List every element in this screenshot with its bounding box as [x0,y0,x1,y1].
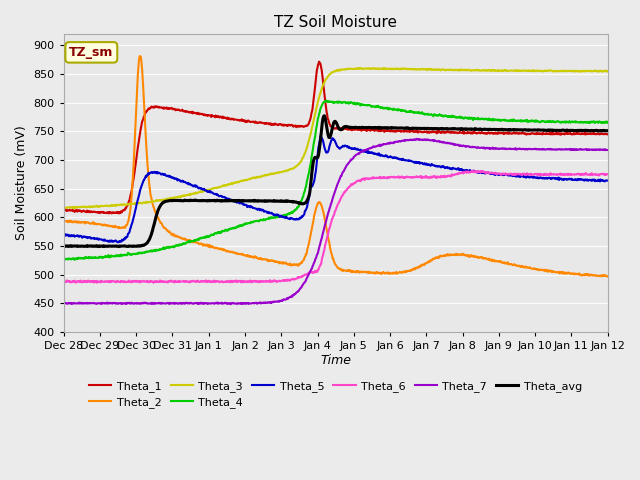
Line: Theta_avg: Theta_avg [64,116,607,247]
Text: TZ_sm: TZ_sm [69,46,113,59]
Theta_5 [116,238,124,244]
Theta_5 [317,133,324,139]
Theta_7 [413,136,420,142]
Theta_2 [494,259,502,264]
Theta_4 [71,257,79,263]
Theta_6 [150,280,157,286]
Theta_7 [604,147,611,153]
Theta_3 [604,68,611,74]
Theta_6 [485,170,493,176]
Theta_6 [60,278,68,284]
Theta_6 [300,273,308,278]
Line: Theta_5: Theta_5 [64,136,607,242]
Theta_2 [136,53,144,59]
Legend: Theta_1, Theta_2, Theta_3, Theta_4, Theta_5, Theta_6, Theta_7, Theta_avg: Theta_1, Theta_2, Theta_3, Theta_4, Thet… [84,376,586,412]
Theta_5 [485,170,493,176]
Theta_5 [495,172,502,178]
Theta_7 [280,297,288,302]
Theta_4 [323,97,330,103]
Theta_6 [468,168,476,174]
Theta_avg [300,201,308,206]
Theta_6 [280,277,288,283]
Theta_1 [60,207,68,213]
Theta_6 [115,279,123,285]
Theta_7 [60,300,68,306]
Theta_2 [434,255,442,261]
X-axis label: Time: Time [320,354,351,367]
Title: TZ Soil Moisture: TZ Soil Moisture [274,15,397,30]
Theta_7 [227,301,235,307]
Theta_3 [495,68,502,73]
Theta_3 [60,205,68,211]
Theta_5 [280,214,288,220]
Theta_avg [321,113,328,119]
Theta_1 [604,131,611,137]
Theta_avg [435,126,442,132]
Line: Theta_7: Theta_7 [64,139,607,304]
Theta_4 [60,255,68,261]
Theta_4 [435,113,442,119]
Theta_1 [435,129,442,135]
Theta_avg [115,244,122,250]
Theta_4 [300,191,308,196]
Theta_3 [70,205,77,211]
Line: Theta_6: Theta_6 [64,171,607,283]
Theta_1 [300,124,308,130]
Theta_5 [604,178,611,183]
Line: Theta_4: Theta_4 [64,100,607,260]
Theta_3 [116,203,124,208]
Theta_4 [485,116,493,121]
Theta_1 [485,130,493,136]
Theta_7 [300,280,308,286]
Theta_7 [435,138,442,144]
Line: Theta_1: Theta_1 [64,61,607,214]
Theta_4 [495,117,502,122]
Theta_avg [495,127,502,132]
Theta_2 [115,224,123,230]
Theta_2 [60,218,68,224]
Theta_5 [435,164,442,169]
Theta_5 [300,212,308,218]
Theta_7 [495,145,502,151]
Theta_3 [356,65,364,71]
Line: Theta_3: Theta_3 [64,68,607,208]
Theta_1 [105,211,113,216]
Theta_3 [485,68,493,73]
Theta_2 [300,257,308,263]
Theta_avg [604,128,611,133]
Theta_7 [115,300,123,306]
Theta_7 [485,145,493,151]
Theta_2 [280,261,288,266]
Y-axis label: Soil Moisture (mV): Soil Moisture (mV) [15,126,28,240]
Theta_3 [435,67,442,72]
Theta_2 [484,256,492,262]
Line: Theta_2: Theta_2 [64,56,607,276]
Theta_1 [116,209,124,215]
Theta_2 [604,274,611,279]
Theta_avg [485,127,493,132]
Theta_avg [280,198,288,204]
Theta_3 [300,153,308,159]
Theta_5 [60,231,68,237]
Theta_avg [116,243,124,249]
Theta_6 [604,171,611,177]
Theta_1 [280,122,288,128]
Theta_avg [60,243,68,249]
Theta_4 [604,120,611,126]
Theta_4 [116,253,124,259]
Theta_1 [495,131,502,136]
Theta_4 [280,212,288,218]
Theta_1 [315,59,323,64]
Theta_6 [495,170,502,176]
Theta_6 [434,174,442,180]
Theta_3 [280,168,288,174]
Theta_5 [115,240,122,245]
